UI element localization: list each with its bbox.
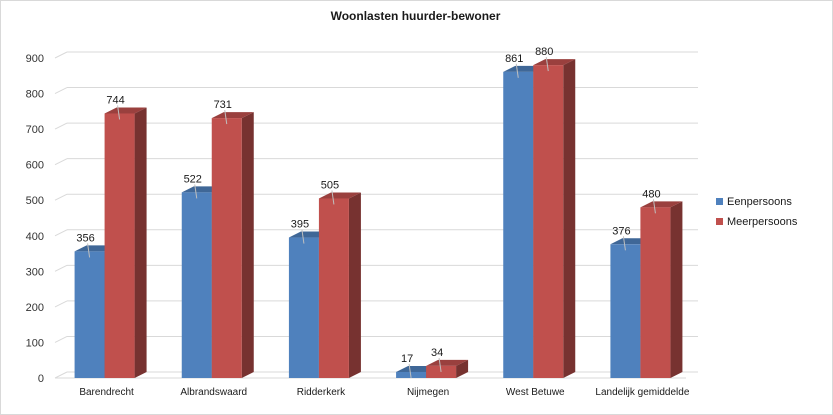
data-label: 880 <box>535 46 553 58</box>
bar-side <box>563 59 576 378</box>
bar-top <box>318 192 361 199</box>
gridline-diagonal <box>54 51 68 59</box>
data-label: 376 <box>612 225 630 237</box>
bar <box>104 113 135 378</box>
bar-top <box>640 201 683 208</box>
category-label: West Betuwe <box>506 387 565 398</box>
gridline-diagonal <box>54 300 68 308</box>
data-label: 17 <box>401 353 413 365</box>
gridline-diagonal <box>54 87 68 95</box>
bar-top <box>104 107 147 114</box>
data-label-leader <box>224 110 228 125</box>
data-label: 861 <box>505 53 523 65</box>
bar-side <box>456 359 469 378</box>
category-label: Landelijk gemiddelde <box>595 387 689 398</box>
bar <box>503 71 534 378</box>
legend-swatch <box>716 218 723 225</box>
gridline-diagonal <box>54 335 68 343</box>
gridline-diagonal <box>54 371 68 379</box>
data-label-leader <box>117 105 121 120</box>
bar-top <box>533 59 576 66</box>
category-label: Ridderkerk <box>297 387 346 398</box>
data-label-leader <box>622 236 626 251</box>
y-tick-label: 800 <box>26 89 44 101</box>
y-tick-label: 400 <box>26 231 44 243</box>
bar <box>610 244 641 378</box>
y-tick-label: 200 <box>26 302 44 314</box>
bar <box>74 251 105 378</box>
data-label: 395 <box>291 219 309 231</box>
category-label: Albrandswaard <box>180 387 247 398</box>
chart-title: Woonlasten huurder-bewoner <box>330 9 501 23</box>
bar-side <box>134 107 147 378</box>
data-label-leader <box>438 357 442 372</box>
legend-label: Meerpersoons <box>727 216 798 228</box>
gridline-diagonal <box>54 158 68 166</box>
data-label: 744 <box>106 94 124 106</box>
y-tick-label: 700 <box>26 124 44 136</box>
y-tick-label: 0 <box>38 373 44 385</box>
data-label-leader <box>194 184 198 199</box>
data-label-leader <box>545 57 549 72</box>
category-label: Barendrecht <box>79 387 134 398</box>
category-label: Nijmegen <box>407 387 449 398</box>
data-label: 522 <box>184 173 202 185</box>
data-label-leader <box>515 63 519 78</box>
bar <box>640 207 671 378</box>
gridline-diagonal <box>54 229 68 237</box>
bar <box>533 65 564 378</box>
bar <box>426 365 457 378</box>
data-label-leader <box>652 199 656 214</box>
bar <box>318 198 349 378</box>
data-label: 505 <box>321 179 339 191</box>
bar-top <box>426 359 469 366</box>
legend-label: Eenpersoons <box>727 196 792 208</box>
bar <box>288 237 319 378</box>
data-label-leader <box>301 229 305 244</box>
data-label-leader <box>408 363 412 379</box>
bar <box>181 192 212 378</box>
data-label: 356 <box>76 232 94 244</box>
gridline-diagonal <box>54 193 68 201</box>
gridline-diagonal <box>54 122 68 130</box>
bar-top <box>211 112 254 119</box>
data-label-leader <box>331 190 335 205</box>
y-tick-label: 100 <box>26 337 44 349</box>
bar-side <box>348 192 361 378</box>
data-label-leader <box>87 243 91 258</box>
bar-side <box>241 112 254 378</box>
y-tick-label: 300 <box>26 266 44 278</box>
data-label: 480 <box>642 188 660 200</box>
data-label: 731 <box>214 99 232 111</box>
y-tick-label: 900 <box>26 53 44 65</box>
bar-side <box>670 201 683 378</box>
gridline-diagonal <box>54 264 68 272</box>
data-label: 34 <box>431 347 443 359</box>
y-tick-label: 500 <box>26 195 44 207</box>
legend-swatch <box>716 198 723 205</box>
y-tick-label: 600 <box>26 160 44 172</box>
bar <box>211 118 242 378</box>
